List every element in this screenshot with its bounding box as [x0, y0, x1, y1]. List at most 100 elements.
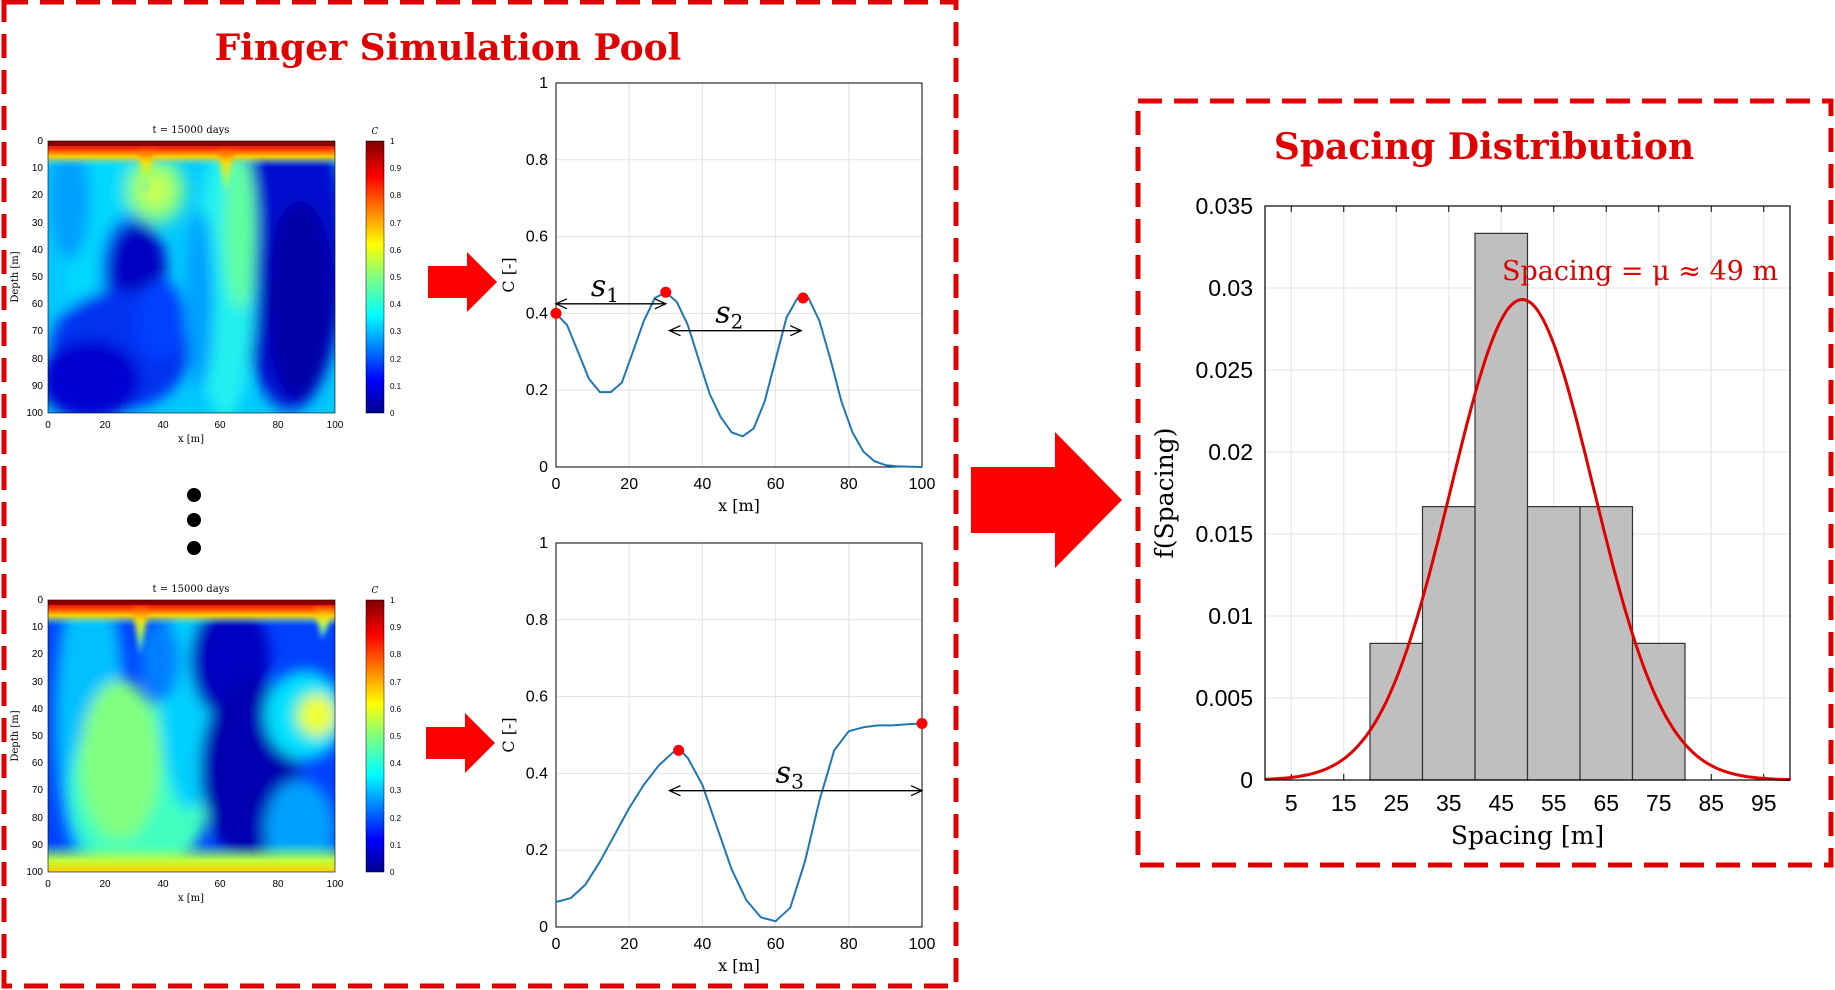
heatmap-xlabel: x [m] — [178, 434, 204, 445]
concentration-line — [555, 722, 923, 923]
colorbar-tick: 0.3 — [390, 327, 402, 336]
x-tick: 100 — [327, 420, 344, 431]
arrow-right-icon — [426, 713, 495, 773]
x-tick: 20 — [99, 420, 111, 431]
concentration-line — [555, 291, 923, 468]
peak-marker — [916, 717, 928, 729]
y-tick: 0.8 — [526, 612, 548, 629]
y-tick: 0.035 — [1195, 193, 1253, 219]
y-tick: 0.6 — [526, 229, 548, 246]
normal-fit-curve — [1264, 297, 1791, 782]
colorbar — [365, 599, 385, 873]
y-axis-label: f(Spacing) — [1150, 428, 1179, 559]
y-tick: 60 — [32, 299, 44, 310]
x-tick: 60 — [214, 879, 226, 890]
profile-plot-bottom: 0 20 40 60 80 100 0 0.2 0.4 0.6 0.8 1 s3 x [m] C [-] — [499, 535, 935, 975]
y-tick: 30 — [32, 218, 44, 229]
peak-marker — [673, 744, 685, 756]
y-tick: 60 — [32, 758, 44, 769]
spacing-subscript: 3 — [791, 770, 804, 794]
y-axis-label: C [-] — [499, 257, 518, 292]
y-tick: 0 — [539, 459, 548, 476]
x-tick: 65 — [1593, 790, 1619, 816]
colorbar-tick: 0.2 — [390, 355, 402, 364]
heatmap-top: t = 15000 days — [10, 125, 402, 445]
colorbar-tick: 0 — [390, 409, 395, 418]
y-tick: 50 — [32, 731, 44, 742]
y-tick: 40 — [32, 245, 44, 256]
arrowhead-left-icon — [667, 785, 681, 797]
x-tick: 95 — [1751, 790, 1777, 816]
heatmap-ylabel: Depth [m] — [10, 251, 21, 302]
x-tick: 20 — [99, 879, 111, 890]
colorbar-tick: 1 — [390, 596, 395, 605]
colorbar-tick: 0.4 — [390, 759, 402, 768]
y-tick: 10 — [32, 163, 44, 174]
y-tick: 0.2 — [526, 842, 548, 859]
y-tick: 100 — [26, 408, 43, 419]
spacing-label: s2 — [715, 296, 743, 334]
heatmap-x-ticks: 0 20 40 60 80 100 — [45, 420, 344, 431]
spacing-symbol: s — [715, 296, 730, 331]
x-tick: 0 — [552, 476, 561, 493]
x-tick: 40 — [694, 936, 712, 953]
plot-frame — [555, 542, 923, 928]
x-tick: 40 — [157, 420, 169, 431]
x-axis-label: Spacing [m] — [1451, 821, 1604, 850]
x-axis-label: x [m] — [718, 956, 760, 975]
y-tick: 0.4 — [526, 765, 548, 782]
colorbar — [365, 140, 385, 414]
x-tick: 0 — [552, 936, 561, 953]
y-tick: 1 — [539, 535, 548, 552]
heatmap-xlabel: x [m] — [178, 893, 204, 904]
histogram-bar — [1421, 506, 1476, 781]
x-tick: 0 — [45, 420, 51, 431]
y-tick: 80 — [32, 354, 44, 365]
x-tick: 55 — [1541, 790, 1567, 816]
y-tick: 0.025 — [1195, 357, 1253, 383]
y-tick: 0 — [37, 136, 43, 147]
y-tick: 70 — [32, 785, 44, 796]
colorbar-ticks: 0 0.1 0.2 0.3 0.4 0.5 0.6 0.7 0.8 0.9 1 — [390, 596, 402, 877]
histogram-bar — [1369, 642, 1424, 781]
big-arrow-right-icon — [971, 432, 1122, 568]
x-tick: 35 — [1436, 790, 1462, 816]
x-tick: 20 — [620, 936, 638, 953]
y-tick: 50 — [32, 272, 44, 283]
x-tick: 100 — [327, 879, 344, 890]
heatmap-y-ticks: 0 10 20 30 40 50 60 70 80 90 100 — [26, 595, 43, 878]
y-tick: 0.02 — [1208, 439, 1253, 465]
x-tick: 85 — [1698, 790, 1724, 816]
arrowhead-right-icon — [654, 298, 668, 310]
x-tick: 15 — [1331, 790, 1357, 816]
x-tick: 100 — [909, 936, 936, 953]
y-tick: 0 — [1240, 767, 1253, 793]
peak-marker — [550, 307, 562, 319]
y-tick: 20 — [32, 649, 44, 660]
distribution-panel-frame — [1135, 98, 1834, 868]
x-tick: 20 — [620, 476, 638, 493]
spacing-label: s1 — [591, 269, 619, 307]
x-tick: 5 — [1285, 790, 1298, 816]
colorbar-tick: 0.8 — [390, 650, 402, 659]
y-tick: 0.4 — [526, 305, 548, 322]
colorbar-ticks: 0 0.1 0.2 0.3 0.4 0.5 0.6 0.7 0.8 0.9 1 — [390, 137, 402, 418]
histogram-bar — [1474, 232, 1529, 781]
x-tick: 80 — [272, 420, 284, 431]
heatmap-x-ticks: 0 20 40 60 80 100 — [45, 879, 344, 890]
pool-panel-frame — [1, 0, 959, 989]
x-tick: 80 — [840, 476, 858, 493]
pool-title: Finger Simulation Pool — [215, 27, 682, 69]
ellipsis-dot — [187, 513, 201, 527]
colorbar-label: C — [372, 586, 379, 596]
peak-marker — [660, 286, 672, 298]
x-tick: 60 — [214, 420, 226, 431]
histogram-bar — [1631, 642, 1686, 781]
y-tick: 10 — [32, 622, 44, 633]
y-tick: 0 — [539, 919, 548, 936]
colorbar-tick: 0.5 — [390, 273, 402, 282]
colorbar-label: C — [372, 127, 379, 137]
y-tick: 0.01 — [1208, 603, 1253, 629]
